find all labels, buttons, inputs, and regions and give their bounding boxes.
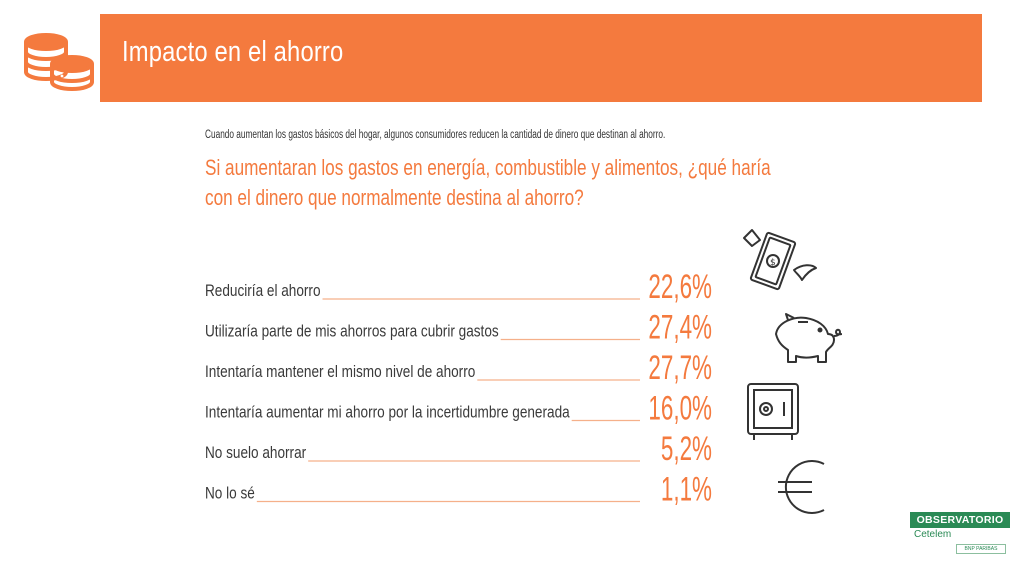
row-label: No lo sé bbox=[205, 484, 255, 503]
value-label: 27,7% bbox=[648, 349, 712, 387]
coins-icon bbox=[24, 33, 94, 91]
row-label: Utilizaría parte de mis ahorros para cub… bbox=[205, 322, 499, 341]
page-title: Impacto en el ahorro bbox=[122, 36, 344, 68]
euro-icon bbox=[778, 460, 825, 514]
value-label: 27,4% bbox=[648, 309, 712, 347]
value-label: 1,1% bbox=[661, 471, 712, 509]
row-label: Reduciría el ahorro bbox=[205, 282, 321, 301]
value-label: 5,2% bbox=[661, 430, 712, 468]
svg-text:$: $ bbox=[770, 258, 776, 268]
header-banner bbox=[100, 14, 982, 102]
observatorio-logo: OBSERVATORIO Cetelem BNP PARIBAS PERSONA… bbox=[910, 512, 1010, 556]
value-label: 16,0% bbox=[648, 390, 712, 428]
question-text: Si aumentaran los gastos en energía, com… bbox=[205, 155, 771, 210]
flying-money-icon: $ bbox=[743, 229, 817, 291]
value-label: 22,6% bbox=[648, 268, 712, 306]
row-label: Intentaría mantener el mismo nivel de ah… bbox=[205, 363, 475, 382]
logo-name: OBSERVATORIO bbox=[910, 512, 1010, 528]
piggy-bank-icon bbox=[775, 313, 842, 363]
safe-icon bbox=[747, 383, 799, 440]
row-label: Intentaría aumentar mi ahorro por la inc… bbox=[205, 403, 570, 422]
logo-sub: Cetelem bbox=[914, 529, 952, 540]
logo-foot: BNP PARIBAS PERSONAL FINANCE bbox=[956, 544, 1006, 554]
row-label: No suelo ahorrar bbox=[205, 444, 306, 463]
intro-text: Cuando aumentan los gastos básicos del h… bbox=[205, 129, 666, 141]
